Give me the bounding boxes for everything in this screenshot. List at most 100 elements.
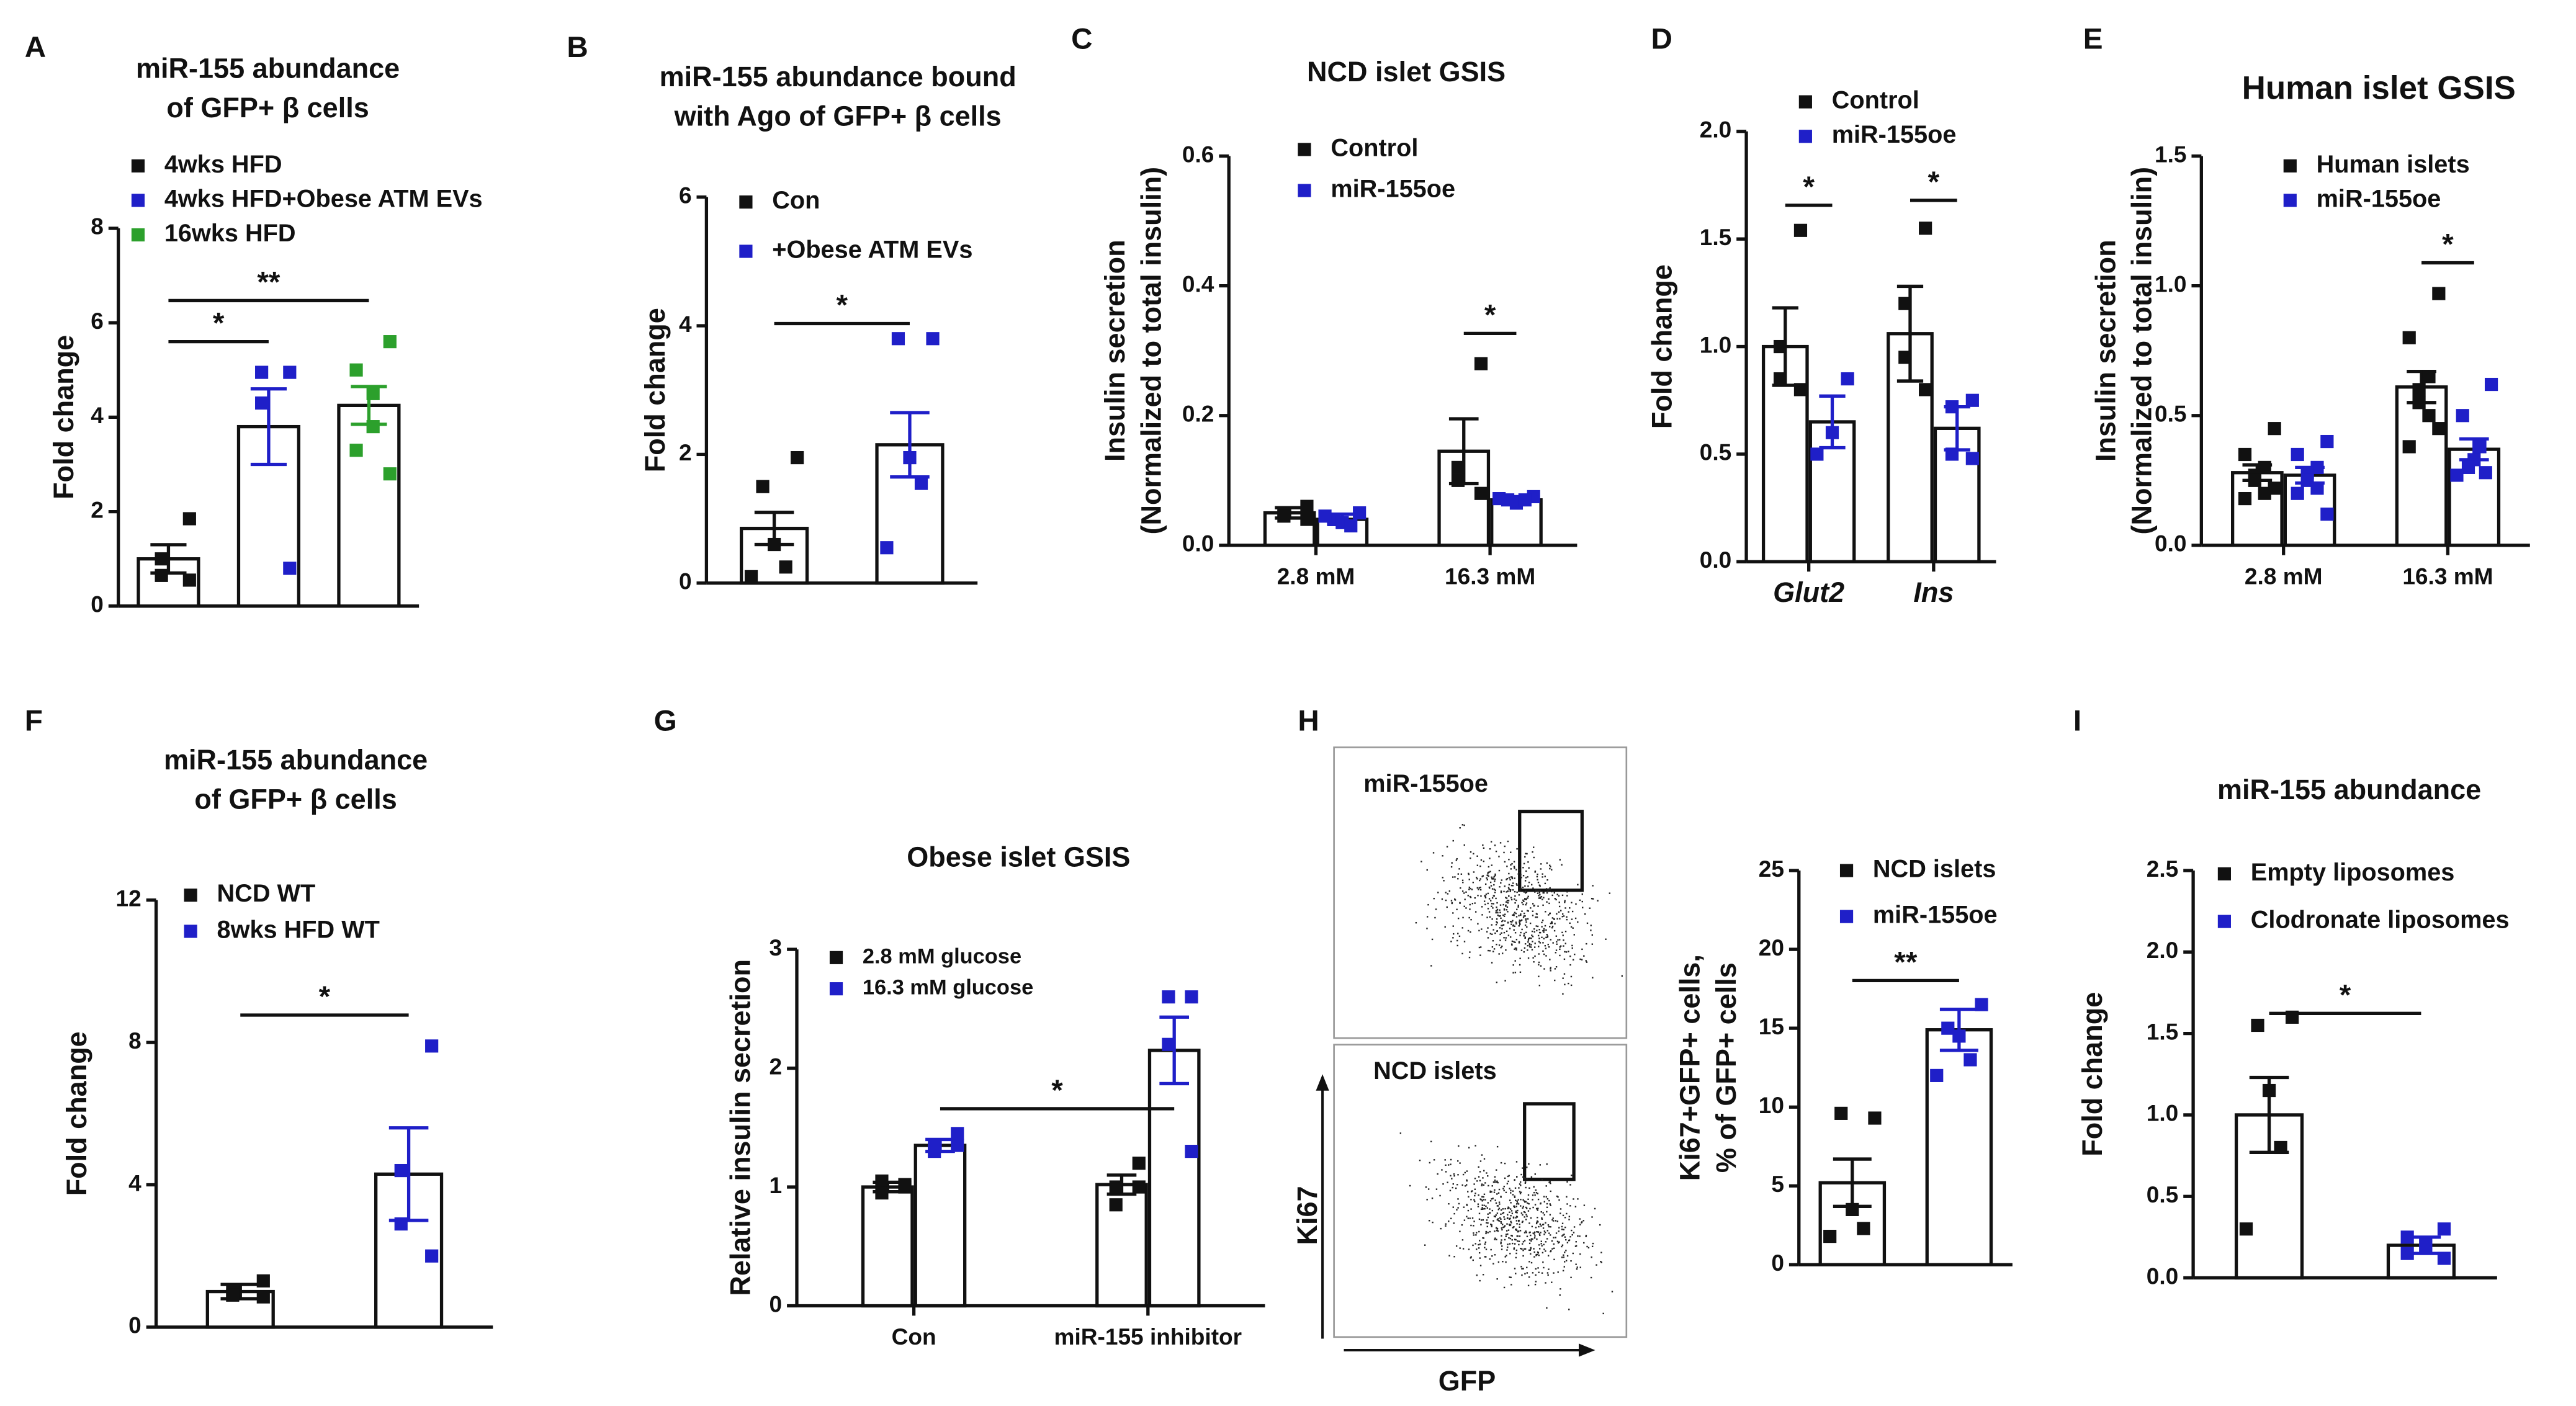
flow-dot <box>1463 844 1465 846</box>
flow-dot <box>1447 893 1449 895</box>
y-axis-label: Ki67+GFP+ cells, <box>1674 954 1706 1181</box>
data-point <box>1185 990 1198 1004</box>
flow-dot <box>1486 877 1488 879</box>
flow-dot <box>1564 900 1566 902</box>
data-point <box>155 552 168 566</box>
flow-dot <box>1456 908 1458 910</box>
flow-dot <box>1551 917 1554 919</box>
flow-dot <box>1551 927 1553 929</box>
flow-dot <box>1443 880 1445 882</box>
flow-dot <box>1527 1284 1530 1287</box>
flow-dot <box>1499 904 1502 906</box>
flow-dot <box>1504 1238 1506 1241</box>
legend-swatch <box>1839 910 1854 923</box>
flow-dot <box>1527 1198 1529 1201</box>
y-tick-label: 1 <box>770 1172 783 1198</box>
flow-dot <box>1453 1222 1455 1224</box>
flow-dot <box>1507 900 1510 902</box>
flow-dot <box>1504 1225 1506 1227</box>
flow-dot <box>1426 869 1428 871</box>
flow-dot <box>1504 939 1507 941</box>
flow-dot <box>1498 953 1500 955</box>
flow-dot <box>1520 887 1522 889</box>
flow-dot <box>1550 939 1551 941</box>
flow-dot <box>1522 1199 1524 1201</box>
flow-dot <box>1463 941 1466 943</box>
flow-dot <box>1522 875 1525 877</box>
data-point <box>1952 1029 1966 1043</box>
data-point <box>349 363 363 377</box>
flow-dot <box>1543 953 1545 956</box>
flow-dot <box>1474 1145 1476 1147</box>
flow-dot <box>1502 1208 1504 1210</box>
flow-dot <box>1491 918 1493 920</box>
flow-dot <box>1489 1258 1491 1260</box>
data-point <box>875 1186 889 1200</box>
flow-dot <box>1522 1255 1524 1257</box>
flow-dot <box>1470 896 1472 898</box>
flow-dot <box>1533 1248 1535 1250</box>
flow-dot <box>1499 842 1502 844</box>
flow-dot <box>1497 1209 1499 1211</box>
flow-dot <box>1501 1229 1503 1231</box>
flow-dot <box>1459 902 1461 904</box>
flow-dot <box>1483 847 1485 849</box>
flow-dot <box>1519 1191 1521 1193</box>
flow-dot <box>1483 1204 1485 1206</box>
flow-dot <box>1540 965 1542 967</box>
flow-dot <box>1521 1243 1524 1245</box>
flow-dot <box>1463 824 1465 826</box>
flow-dot <box>1535 925 1537 927</box>
data-point <box>349 444 363 457</box>
flow-dot <box>1482 1237 1484 1239</box>
flow-dot <box>1489 881 1492 884</box>
flow-dot <box>1445 1223 1447 1225</box>
flow-dot <box>1489 857 1491 859</box>
flow-dot <box>1533 931 1535 933</box>
flow-dot <box>1488 886 1491 889</box>
flow-dot <box>1522 1241 1525 1243</box>
flow-dot <box>1508 877 1510 879</box>
flow-dot <box>1535 889 1537 892</box>
flow-dot <box>1530 944 1532 946</box>
flow-dot <box>1496 918 1498 920</box>
flow-dot <box>1482 1199 1484 1201</box>
flow-dot <box>1538 1271 1540 1273</box>
data-point <box>1975 998 1988 1011</box>
flow-dot <box>1442 1183 1444 1185</box>
flow-dot <box>1457 873 1460 875</box>
y-tick-label: 1.0 <box>2155 271 2187 297</box>
flow-dot <box>1534 955 1536 957</box>
flow-dot <box>1546 862 1548 864</box>
flow-dot <box>1489 848 1491 850</box>
flow-dot <box>1548 898 1550 900</box>
legend-label: miR-155oe <box>1331 176 1455 203</box>
flow-dot <box>1526 1216 1528 1217</box>
flow-dot <box>1570 1276 1572 1279</box>
flow-dot <box>1491 905 1492 907</box>
data-point <box>1353 506 1367 520</box>
flow-dot <box>1479 879 1481 882</box>
flow-dot <box>1534 891 1536 893</box>
flow-dot <box>1528 867 1530 869</box>
flow-dot <box>1502 1261 1504 1263</box>
flow-dot <box>1515 1203 1518 1205</box>
flow-dot <box>1503 931 1506 934</box>
flow-dot <box>1540 1202 1542 1205</box>
flow-dot <box>1585 1235 1587 1237</box>
flow-dot <box>1457 1174 1459 1176</box>
y-tick-label: 0.0 <box>2155 531 2187 557</box>
flow-dot <box>1507 1207 1509 1209</box>
data-point <box>1109 1198 1123 1212</box>
flow-dot <box>1556 1195 1558 1198</box>
flow-dot <box>1524 880 1527 882</box>
data-point <box>2320 434 2334 449</box>
flow-dot <box>1452 876 1454 878</box>
flow-dot <box>1581 1222 1582 1224</box>
flow-dot <box>1549 959 1551 960</box>
data-point <box>1919 222 1932 235</box>
flow-dot <box>1542 1252 1544 1254</box>
flow-dot <box>1489 1230 1491 1233</box>
flow-dot <box>1504 845 1506 848</box>
